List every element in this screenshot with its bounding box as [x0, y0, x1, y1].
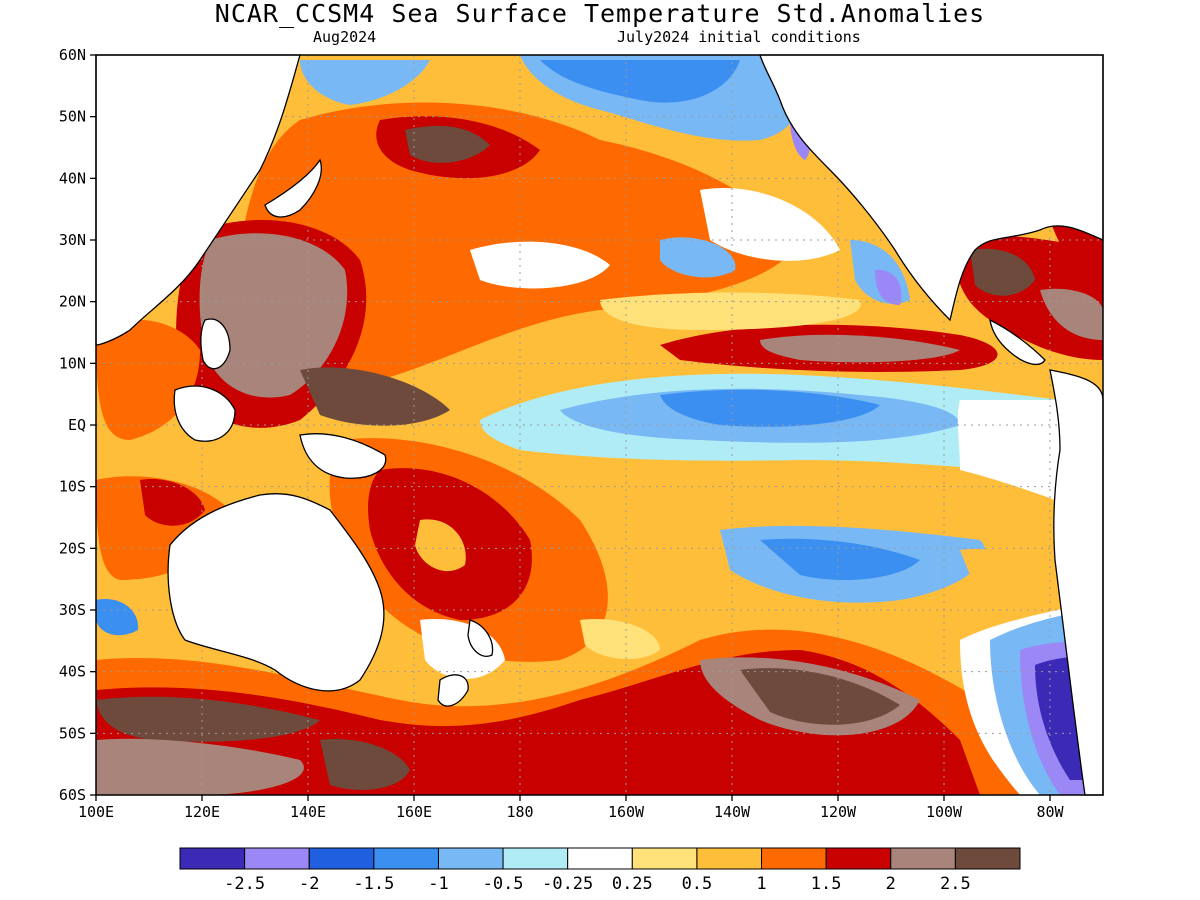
lat-tick-label: 50N	[59, 108, 86, 126]
colorbar-swatch	[954, 847, 1021, 870]
new-guinea	[299, 433, 387, 479]
lat-tick-label: EQ	[68, 416, 86, 434]
colorbar-label: 2	[886, 874, 896, 894]
north-america	[759, 54, 1104, 322]
colorbar-swatch	[308, 847, 375, 870]
australia	[167, 493, 385, 692]
colorbar-label: -2	[299, 874, 319, 894]
latitude-axis: 60N 50N 40N 30N 20N 10N EQ 10S 20S 30S 40S 50S 60S	[59, 46, 96, 804]
colorbar-label: -1.5	[353, 874, 394, 894]
colorbar-swatch	[179, 847, 246, 870]
colorbar: -2.5 -2 -1.5 -1 -0.5 -0.25 0.25 0.5 1 1.5 2 2.5	[179, 847, 1021, 894]
lon-tick-label: 120E	[184, 803, 220, 821]
lat-tick-label: 40S	[59, 663, 86, 681]
north-pacific-warm	[240, 102, 800, 380]
lon-tick-label: 160E	[396, 803, 432, 821]
colorbar-label: 2.5	[940, 874, 971, 894]
colorbar-label: 1	[756, 874, 766, 894]
lat-tick-label: 30N	[59, 231, 86, 249]
colorbar-swatch	[631, 847, 698, 870]
colorbar-label: 0.25	[612, 874, 653, 894]
colorbar-swatch	[244, 847, 310, 870]
lat-tick-label: 20N	[59, 293, 86, 311]
colorbar-swatch	[696, 847, 763, 870]
lon-tick-label: 120W	[820, 803, 857, 821]
new-zealand-south	[437, 674, 469, 707]
colorbar-swatch	[373, 847, 439, 870]
japan	[264, 158, 322, 218]
lon-tick-label: 100W	[926, 803, 963, 821]
lon-tick-label: 100E	[78, 803, 114, 821]
asia-mainland	[95, 54, 301, 346]
colorbar-label: -0.25	[542, 874, 593, 894]
lat-tick-label: 10N	[59, 354, 86, 372]
lat-tick-label: 50S	[59, 724, 86, 742]
lat-tick-label: 10S	[59, 478, 86, 496]
colorbar-swatch	[502, 847, 569, 870]
colorbar-swatch	[890, 847, 956, 870]
chart-title: NCAR_CCSM4 Sea Surface Temperature Std.A…	[214, 0, 986, 28]
colorbar-label: -0.5	[483, 874, 524, 894]
lon-tick-label: 140E	[290, 803, 326, 821]
colorbar-swatch	[825, 847, 892, 870]
initial-conditions: July2024 initial conditions	[617, 28, 861, 46]
colorbar-swatch	[437, 847, 504, 870]
lat-tick-label: 40N	[59, 169, 86, 187]
colorbar-label: 0.5	[682, 874, 713, 894]
colorbar-label: 1.5	[811, 874, 842, 894]
central-america	[989, 318, 1046, 366]
philippines	[200, 318, 231, 370]
new-zealand-north	[467, 619, 494, 657]
lon-tick-label: 80W	[1036, 803, 1064, 821]
colorbar-swatch	[567, 847, 633, 870]
lat-tick-label: 60S	[59, 786, 86, 804]
colorbar-swatch	[761, 847, 827, 870]
lon-tick-label: 160W	[608, 803, 645, 821]
colorbar-label: -2.5	[224, 874, 265, 894]
longitude-axis: 100E 120E 140E 160E 180 160W 140W 120W 100W 80W	[78, 795, 1065, 821]
land-masses	[95, 54, 1104, 796]
lat-tick-label: 30S	[59, 601, 86, 619]
colorbar-label: -1	[428, 874, 448, 894]
lat-tick-label: 20S	[59, 539, 86, 557]
lat-tick-label: 60N	[59, 46, 86, 64]
lon-tick-label: 140W	[714, 803, 751, 821]
forecast-month: Aug2024	[313, 28, 377, 46]
lon-tick-label: 180	[506, 803, 533, 821]
borneo	[173, 385, 236, 442]
